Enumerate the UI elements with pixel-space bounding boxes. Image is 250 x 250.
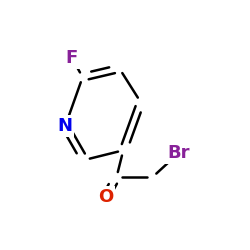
Text: O: O [98, 188, 114, 206]
Text: Br: Br [167, 144, 190, 162]
Text: F: F [66, 49, 78, 67]
Text: N: N [58, 117, 73, 135]
